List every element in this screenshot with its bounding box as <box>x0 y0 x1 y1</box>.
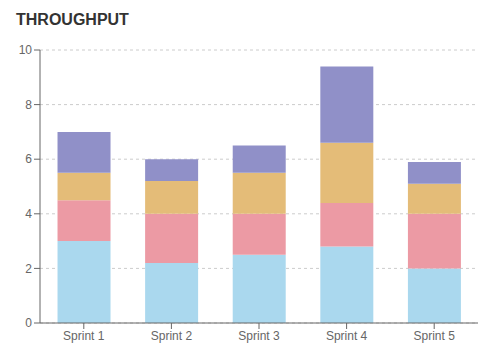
svg-text:Sprint 3: Sprint 3 <box>238 329 280 343</box>
svg-text:Sprint 5: Sprint 5 <box>414 329 456 343</box>
svg-text:8: 8 <box>25 98 32 112</box>
svg-text:Sprint 4: Sprint 4 <box>326 329 368 343</box>
svg-text:Sprint 1: Sprint 1 <box>63 329 105 343</box>
svg-text:6: 6 <box>25 152 32 166</box>
svg-text:Sprint 2: Sprint 2 <box>151 329 193 343</box>
svg-text:2: 2 <box>25 262 32 276</box>
html-text:THROUGHPUT: THROUGHPUT <box>16 11 129 28</box>
svg-text:4: 4 <box>25 207 32 221</box>
svg-text:10: 10 <box>19 43 33 57</box>
svg-text:0: 0 <box>25 316 32 330</box>
